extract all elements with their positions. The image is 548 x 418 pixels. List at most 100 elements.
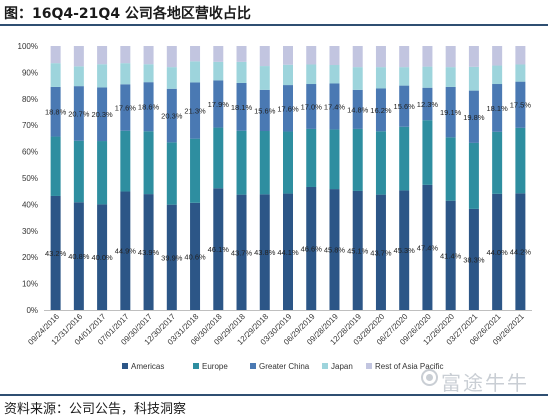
- data-label: 16.2%: [370, 106, 392, 115]
- bar-segment-europe: [190, 138, 201, 203]
- data-label: 45.8%: [324, 246, 346, 255]
- bar-segment-greater-china: [50, 86, 61, 137]
- bar-segment-rest-of-asia-pacific: [73, 46, 84, 67]
- data-label: 20.3%: [161, 112, 183, 121]
- bar-segment-americas: [50, 195, 61, 310]
- data-label: 20.7%: [68, 109, 90, 118]
- bar-segment-americas: [375, 194, 386, 310]
- bar-segment-rest-of-asia-pacific: [422, 46, 433, 67]
- bar-segment-europe: [375, 131, 386, 195]
- legend-label: Rest of Asia Pacific: [375, 362, 443, 371]
- bar-segment-greater-china: [259, 89, 270, 132]
- data-label: 40.6%: [184, 252, 206, 261]
- watermark: 富途牛牛: [441, 371, 529, 395]
- legend-swatch: [366, 363, 372, 369]
- bar-segment-rest-of-asia-pacific: [166, 46, 177, 68]
- y-tick-label: 30%: [22, 227, 38, 236]
- bar-segment-rest-of-asia-pacific: [190, 46, 201, 62]
- bar-segment-europe: [166, 142, 177, 205]
- data-label: 43.7%: [370, 248, 392, 257]
- data-label: 45.1%: [347, 246, 369, 255]
- bar-segment-japan: [166, 67, 177, 89]
- bar-segment-americas: [166, 204, 177, 310]
- bar-segment-japan: [283, 64, 293, 86]
- legend-swatch: [193, 363, 199, 369]
- data-label: 43.8%: [254, 248, 276, 257]
- bar-segment-europe: [445, 137, 456, 201]
- bar-segment-greater-china: [375, 88, 386, 132]
- data-label: 38.3%: [463, 255, 485, 264]
- y-tick-label: 50%: [22, 174, 38, 183]
- data-label: 17.5%: [510, 101, 532, 110]
- bar-segment-americas: [399, 190, 410, 310]
- bar-segment-japan: [236, 61, 247, 83]
- data-label: 39.9%: [161, 253, 183, 262]
- bar-segment-americas: [73, 202, 84, 310]
- bar-segment-japan: [213, 61, 224, 81]
- bar-segment-europe: [399, 126, 410, 191]
- bar-segment-rest-of-asia-pacific: [120, 46, 131, 64]
- bar-segment-americas: [283, 193, 293, 310]
- bar-segment-greater-china: [283, 85, 293, 132]
- bar-segment-japan: [492, 65, 503, 85]
- y-tick-label: 90%: [22, 68, 38, 77]
- bar-segment-rest-of-asia-pacific: [213, 46, 224, 62]
- bar-segment-americas: [422, 184, 433, 310]
- title-rule: [0, 24, 548, 26]
- bar-segment-europe: [236, 130, 247, 195]
- bar-segment-americas: [97, 204, 108, 310]
- y-tick-label: 20%: [22, 253, 38, 262]
- bar-segment-greater-china: [468, 90, 479, 143]
- data-label: 18.6%: [138, 103, 160, 112]
- y-tick-label: 80%: [22, 95, 38, 104]
- y-tick-label: 60%: [22, 148, 38, 157]
- bar-segment-europe: [120, 130, 131, 192]
- x-axis: 09/24/201612/31/201604/01/201707/01/2017…: [26, 310, 532, 347]
- data-label: 12.3%: [417, 100, 439, 109]
- bar-segment-americas: [492, 193, 503, 310]
- source-rule: [0, 394, 548, 396]
- data-label: 15.6%: [394, 102, 416, 111]
- bar-segment-europe: [515, 127, 526, 194]
- y-tick-label: 0%: [26, 306, 38, 315]
- data-label: 47.4%: [417, 243, 439, 252]
- bar-segment-americas: [329, 189, 340, 310]
- data-label: 21.3%: [184, 107, 206, 116]
- bar-segment-americas: [236, 194, 247, 310]
- bar-segment-americas: [515, 193, 526, 310]
- data-label: 18.1%: [231, 103, 253, 112]
- bar-segment-europe: [213, 127, 224, 189]
- data-label: 41.4%: [440, 251, 462, 260]
- bar-segment-europe: [50, 136, 61, 196]
- bar-segment-greater-china: [236, 82, 247, 131]
- bar-segment-rest-of-asia-pacific: [283, 46, 293, 65]
- data-label: 44.1%: [277, 248, 299, 257]
- legend-swatch: [322, 363, 328, 369]
- bar-segment-rest-of-asia-pacific: [492, 46, 503, 66]
- data-label: 40.0%: [91, 253, 113, 262]
- bar-segment-greater-china: [492, 84, 503, 132]
- bar-segment-greater-china: [445, 86, 456, 138]
- bar-segment-greater-china: [213, 80, 224, 128]
- legend-label: Americas: [131, 362, 164, 371]
- data-labels: 43.2% 18.8% 40.8% 20.7% 40.0% 20.3% 44.9% 17.6%…: [45, 100, 531, 264]
- bar-segment-japan: [329, 65, 340, 84]
- bar-segment-rest-of-asia-pacific: [259, 46, 270, 67]
- y-tick-label: 100%: [18, 42, 38, 51]
- bar-segment-europe: [422, 120, 433, 185]
- bar-segment-greater-china: [329, 83, 340, 130]
- bar-segment-japan: [50, 63, 61, 87]
- bar-segment-europe: [259, 131, 270, 195]
- data-label: 40.8%: [68, 252, 90, 261]
- bar-segment-greater-china: [143, 82, 154, 132]
- bar-segment-japan: [422, 66, 433, 88]
- data-label: 19.8%: [463, 113, 485, 122]
- data-label: 44.2%: [510, 248, 532, 257]
- bar-segment-europe: [329, 129, 340, 190]
- source-note: 资料来源：公司公告，科技洞察: [4, 402, 187, 417]
- bar-segment-rest-of-asia-pacific: [329, 46, 340, 66]
- data-label: 17.6%: [115, 104, 137, 113]
- legend-label: Greater China: [259, 362, 310, 371]
- data-label: 43.2%: [45, 249, 67, 258]
- bar-segment-americas: [468, 208, 479, 310]
